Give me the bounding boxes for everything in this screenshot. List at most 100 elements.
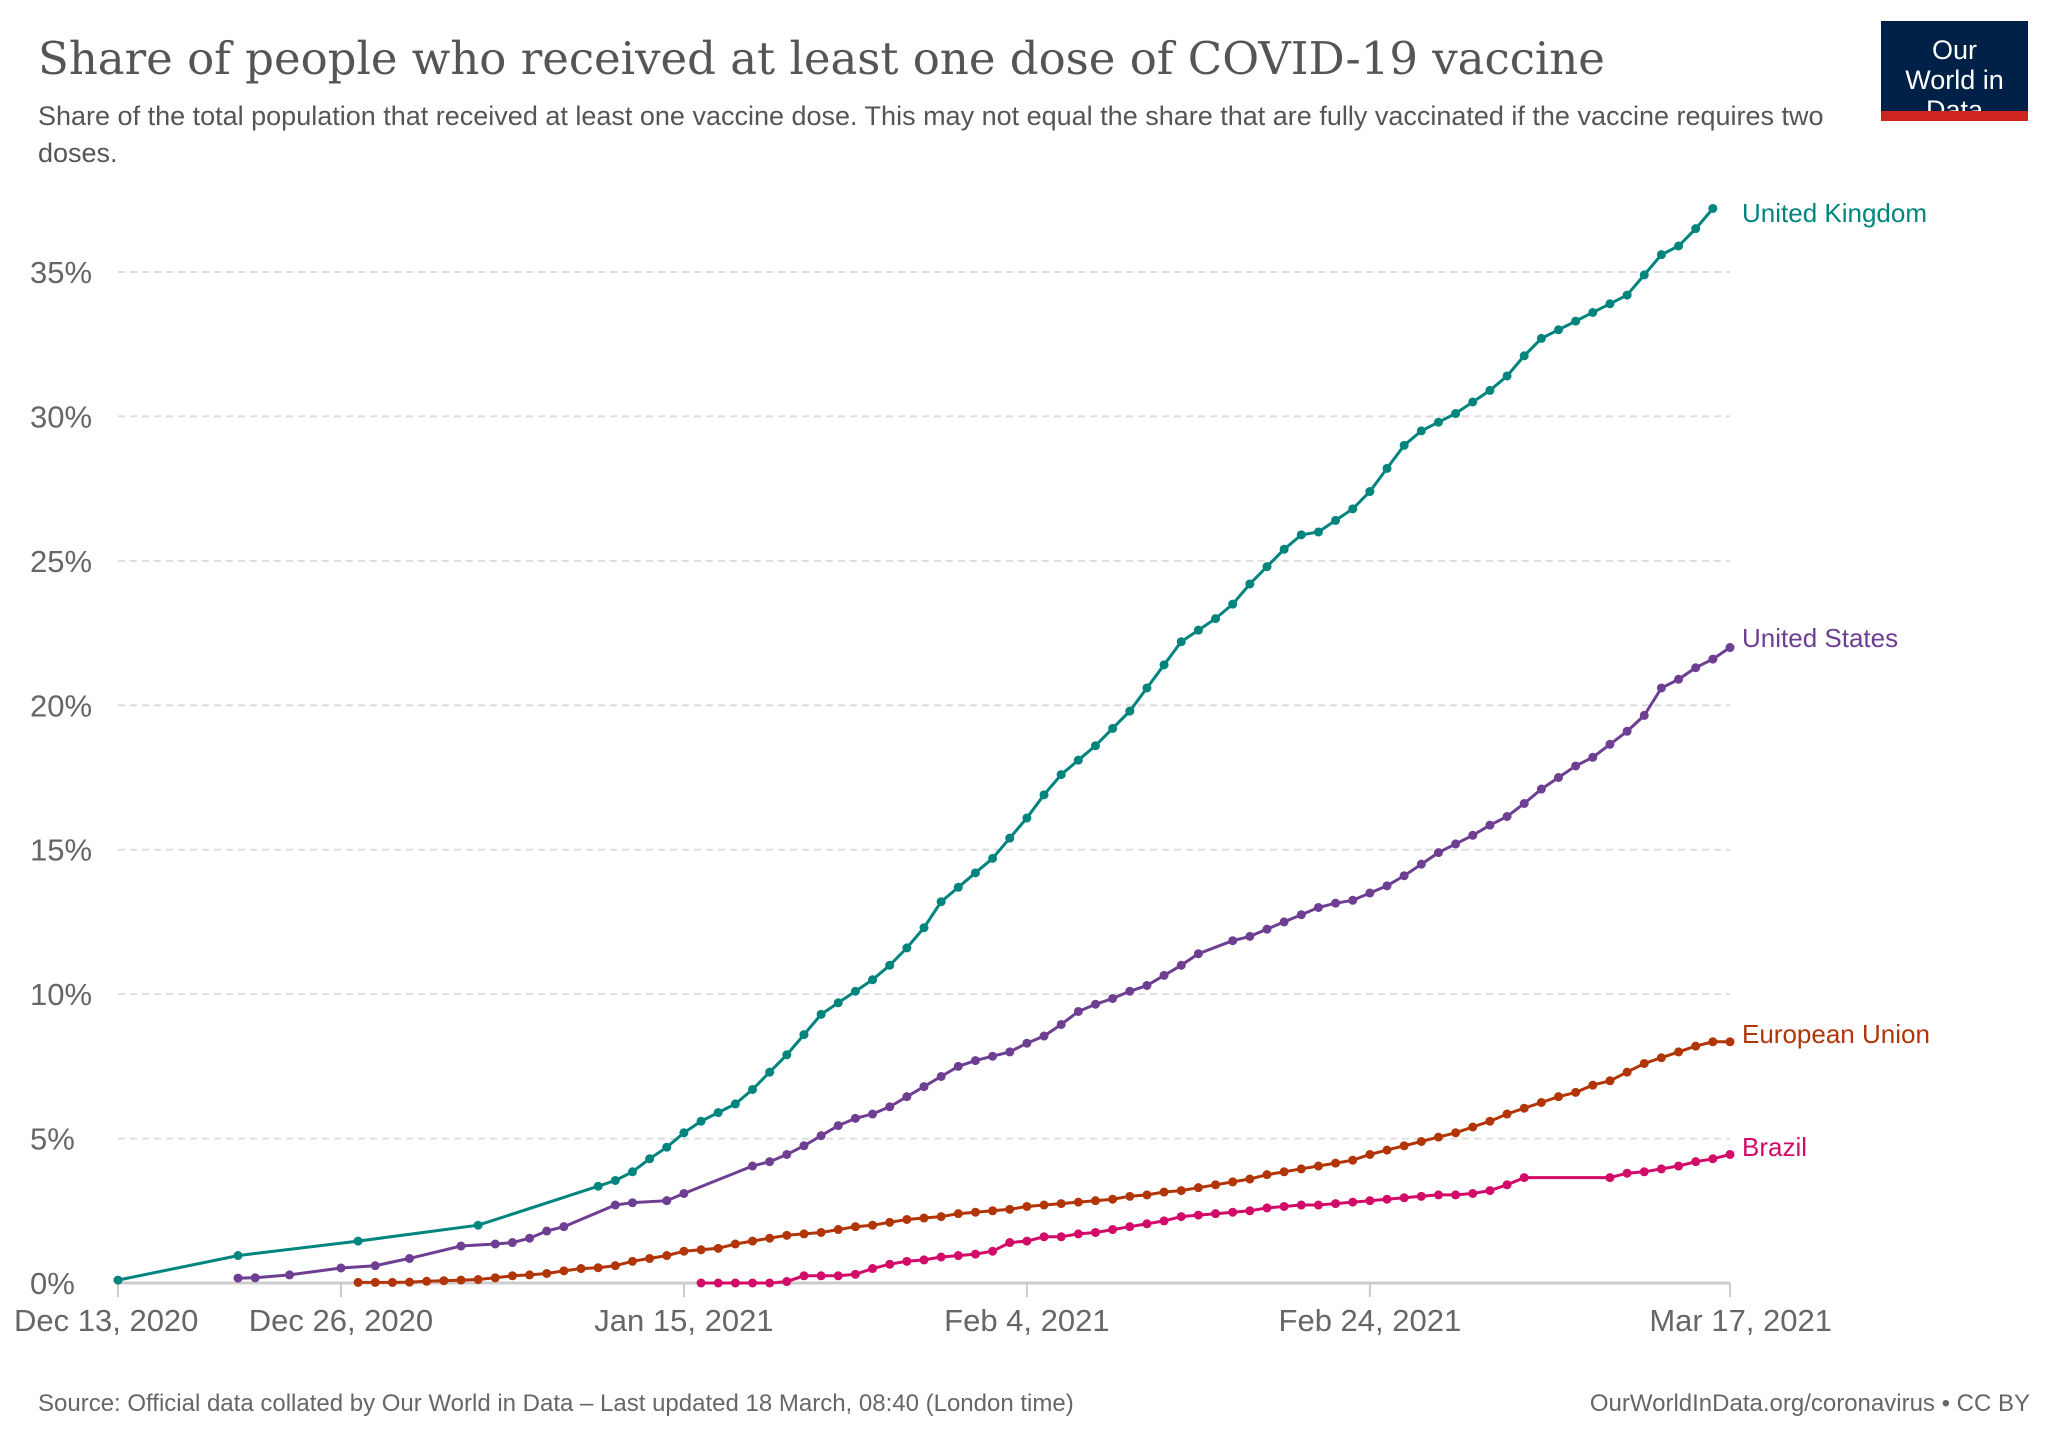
data-point	[439, 1276, 449, 1286]
data-point	[1451, 1128, 1461, 1138]
series-line-brazil	[701, 1153, 1731, 1285]
data-point	[1691, 663, 1701, 673]
data-point	[353, 1277, 363, 1287]
data-point	[1571, 1087, 1581, 1097]
data-point	[1399, 1193, 1409, 1203]
data-point	[868, 1109, 878, 1119]
owid-logo[interactable]: Our World in Data	[1881, 21, 2028, 125]
data-point	[850, 1222, 860, 1232]
data-point	[456, 1241, 466, 1251]
y-tick-label: 20%	[30, 688, 92, 723]
data-point	[1605, 1076, 1615, 1086]
data-point	[1536, 784, 1546, 794]
data-point	[1108, 993, 1118, 1003]
data-point	[1416, 1191, 1426, 1201]
data-point	[782, 1277, 792, 1287]
data-point	[1331, 1158, 1341, 1168]
data-point	[456, 1275, 466, 1285]
data-point	[387, 1277, 397, 1287]
data-point	[679, 1128, 689, 1138]
data-point	[713, 1108, 723, 1118]
data-point	[765, 1157, 775, 1167]
data-point	[919, 1213, 929, 1223]
data-point	[902, 943, 912, 953]
data-point	[1228, 936, 1238, 946]
data-point	[1399, 1141, 1409, 1151]
data-point	[1433, 417, 1443, 427]
data-point	[1433, 848, 1443, 858]
data-point	[1313, 527, 1323, 537]
data-point	[1502, 1180, 1512, 1190]
data-point	[1262, 562, 1272, 572]
data-point	[833, 998, 843, 1008]
data-point	[1142, 683, 1152, 693]
data-point	[422, 1276, 432, 1286]
data-point	[713, 1278, 723, 1288]
data-point	[816, 1271, 826, 1281]
data-point	[542, 1268, 552, 1278]
data-point	[1296, 530, 1306, 540]
data-point	[833, 1271, 843, 1281]
data-point	[1605, 299, 1615, 309]
data-point	[885, 960, 895, 970]
data-point	[559, 1266, 569, 1276]
credit-link[interactable]: OurWorldInData.org/coronavirus • CC BY	[1589, 1390, 2030, 1417]
data-point	[1622, 726, 1632, 736]
data-point	[1656, 1053, 1666, 1063]
data-point	[1536, 333, 1546, 343]
data-point	[1485, 1116, 1495, 1126]
chart-title: Share of people who received at least on…	[38, 32, 1605, 85]
data-point	[1279, 544, 1289, 554]
data-point	[799, 1271, 809, 1281]
data-point	[1519, 351, 1529, 361]
data-point	[507, 1238, 517, 1248]
y-tick-label: 25%	[30, 544, 92, 579]
data-point	[250, 1273, 260, 1283]
data-point	[1382, 1145, 1392, 1155]
data-point	[936, 1071, 946, 1081]
data-point	[1245, 579, 1255, 589]
data-point	[1416, 426, 1426, 436]
data-point	[1588, 752, 1598, 762]
data-point	[885, 1102, 895, 1112]
data-point	[1519, 1103, 1529, 1113]
data-point	[868, 1220, 878, 1230]
y-tick-label: 35%	[30, 255, 92, 290]
data-point	[1348, 1155, 1358, 1165]
data-point	[679, 1246, 689, 1256]
data-point	[1554, 1092, 1564, 1102]
data-point	[1262, 1203, 1272, 1213]
data-point	[1193, 1210, 1203, 1220]
data-point	[1399, 871, 1409, 881]
data-point	[1039, 790, 1049, 800]
data-point	[336, 1263, 346, 1273]
data-point	[1348, 895, 1358, 905]
data-point	[1176, 637, 1186, 647]
data-point	[850, 1269, 860, 1279]
data-point	[1502, 371, 1512, 381]
data-point	[1348, 1197, 1358, 1207]
data-point	[1279, 917, 1289, 927]
data-point	[919, 923, 929, 933]
data-point	[1279, 1167, 1289, 1177]
data-point	[1005, 833, 1015, 843]
data-point	[850, 1113, 860, 1123]
data-point	[1708, 1154, 1718, 1164]
data-point	[1090, 1196, 1100, 1206]
data-point	[816, 1009, 826, 1019]
data-point	[525, 1270, 535, 1280]
data-point	[902, 1214, 912, 1224]
data-point	[1056, 770, 1066, 780]
data-point	[1039, 1232, 1049, 1242]
data-point	[1571, 316, 1581, 326]
data-point	[662, 1251, 672, 1261]
data-point	[1656, 683, 1666, 693]
data-point	[1056, 1232, 1066, 1242]
data-point	[1039, 1200, 1049, 1210]
data-point	[1331, 898, 1341, 908]
x-tick-label: Dec 26, 2020	[249, 1303, 433, 1338]
data-point	[970, 1249, 980, 1259]
data-point	[765, 1067, 775, 1077]
data-point	[353, 1236, 363, 1246]
